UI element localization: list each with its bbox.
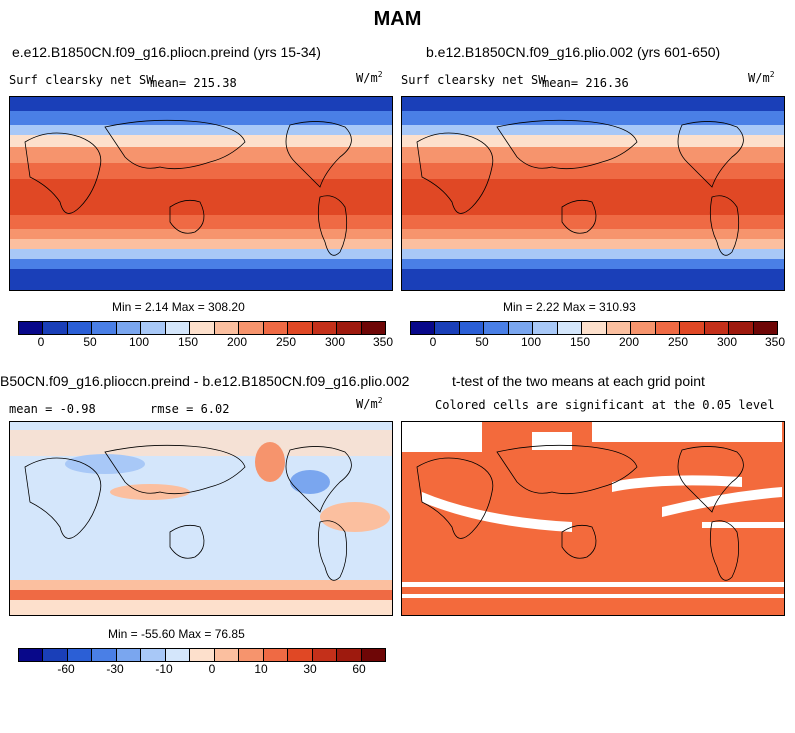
colorbar-swatch bbox=[67, 649, 93, 661]
colorbar-tick-label: 250 bbox=[667, 335, 689, 349]
panel3-title: B50CN.f09_g16.plioccn.preind - b.e12.B18… bbox=[0, 373, 410, 389]
colorbar-swatch bbox=[165, 322, 191, 334]
colorbar-tick-label: 100 bbox=[520, 335, 542, 349]
panel3-minmax: Min = -55.60 Max = 76.85 bbox=[108, 627, 245, 641]
colorbar-swatch bbox=[214, 649, 240, 661]
colorbar-tick-label: 50 bbox=[475, 335, 489, 349]
colorbar-swatch bbox=[704, 322, 730, 334]
colorbar-tick-label: 200 bbox=[618, 335, 640, 349]
colorbar-swatch bbox=[582, 322, 607, 334]
panel1-mean: mean= 215.38 bbox=[150, 76, 237, 90]
colorbar-tick-label: 30 bbox=[303, 662, 317, 676]
colorbar-swatch bbox=[631, 322, 656, 334]
colorbar-swatch bbox=[606, 322, 632, 334]
colorbar-tick-label: 300 bbox=[324, 335, 346, 349]
colorbar-swatch bbox=[753, 322, 778, 334]
panel3-colorbar bbox=[18, 648, 386, 662]
colorbar-tick-label: -60 bbox=[57, 662, 75, 676]
panel4-title: t-test of the two means at each grid poi… bbox=[452, 373, 705, 389]
colorbar-tick-label: -30 bbox=[106, 662, 124, 676]
colorbar-swatch bbox=[288, 649, 313, 661]
colorbar-swatch bbox=[165, 649, 191, 661]
panel4-map bbox=[401, 421, 785, 616]
panel3-rmse: rmse = 6.02 bbox=[150, 402, 230, 416]
colorbar-tick-label: 300 bbox=[716, 335, 738, 349]
colorbar-swatch bbox=[361, 322, 386, 334]
colorbar-swatch bbox=[655, 322, 681, 334]
colorbar-tick-label: 250 bbox=[275, 335, 297, 349]
colorbar-swatch bbox=[337, 322, 362, 334]
figure-title: MAM bbox=[373, 8, 422, 30]
panel2-title: b.e12.B1850CN.f09_g16.plio.002 (yrs 601-… bbox=[426, 44, 721, 60]
colorbar-tick-label: 350 bbox=[372, 335, 394, 349]
panel1-map bbox=[9, 96, 393, 291]
colorbar-tick-label: 350 bbox=[764, 335, 786, 349]
colorbar-swatch bbox=[214, 322, 240, 334]
colorbar-swatch bbox=[190, 322, 215, 334]
panel2-mean: mean= 216.36 bbox=[542, 76, 629, 90]
panel1-colorbar bbox=[18, 321, 386, 335]
panel2-varname: Surf clearsky net SW bbox=[401, 73, 546, 87]
colorbar-tick-label: 150 bbox=[569, 335, 591, 349]
colorbar-swatch bbox=[484, 322, 509, 334]
colorbar-swatch bbox=[43, 649, 68, 661]
colorbar-swatch bbox=[239, 322, 264, 334]
colorbar-swatch bbox=[67, 322, 93, 334]
colorbar-tick-label: 0 bbox=[37, 335, 45, 349]
colorbar-swatch bbox=[19, 322, 44, 334]
colorbar-swatch bbox=[312, 649, 338, 661]
panel2-colorbar bbox=[410, 321, 778, 335]
panel1-title: e.e12.B1850CN.f09_g16.pliocn.preind (yrs… bbox=[12, 44, 321, 60]
colorbar-swatch bbox=[190, 649, 215, 661]
colorbar-tick-label: 0 bbox=[208, 662, 216, 676]
colorbar-swatch bbox=[411, 322, 436, 334]
panel1-units: W/m2 bbox=[356, 70, 383, 85]
colorbar-swatch bbox=[116, 649, 142, 661]
colorbar-tick-label: 50 bbox=[83, 335, 97, 349]
colorbar-swatch bbox=[116, 322, 142, 334]
colorbar-tick-label: 0 bbox=[429, 335, 437, 349]
colorbar-tick-label: -10 bbox=[155, 662, 173, 676]
colorbar-swatch bbox=[92, 322, 117, 334]
colorbar-swatch bbox=[533, 322, 558, 334]
panel2-map bbox=[401, 96, 785, 291]
panel1-varname: Surf clearsky net SW bbox=[9, 73, 154, 87]
colorbar-tick-label: 60 bbox=[352, 662, 366, 676]
colorbar-swatch bbox=[19, 649, 44, 661]
colorbar-swatch bbox=[508, 322, 534, 334]
colorbar-swatch bbox=[263, 649, 289, 661]
colorbar-swatch bbox=[92, 649, 117, 661]
colorbar-swatch bbox=[680, 322, 705, 334]
colorbar-swatch bbox=[141, 649, 166, 661]
colorbar-swatch bbox=[43, 322, 68, 334]
colorbar-tick-label: 100 bbox=[128, 335, 150, 349]
colorbar-swatch bbox=[263, 322, 289, 334]
panel3-map bbox=[9, 421, 393, 616]
colorbar-swatch bbox=[435, 322, 460, 334]
panel3-units: W/m2 bbox=[356, 396, 383, 411]
colorbar-tick-label: 10 bbox=[254, 662, 268, 676]
panel4-subtitle: Colored cells are significant at the 0.0… bbox=[435, 398, 775, 412]
colorbar-swatch bbox=[557, 322, 583, 334]
colorbar-tick-label: 200 bbox=[226, 335, 248, 349]
colorbar-tick-label: 150 bbox=[177, 335, 199, 349]
colorbar-swatch bbox=[459, 322, 485, 334]
colorbar-swatch bbox=[312, 322, 338, 334]
panel2-units: W/m2 bbox=[748, 70, 775, 85]
colorbar-swatch bbox=[141, 322, 166, 334]
colorbar-swatch bbox=[288, 322, 313, 334]
panel1-minmax: Min = 2.14 Max = 308.20 bbox=[112, 300, 245, 314]
colorbar-swatch bbox=[239, 649, 264, 661]
colorbar-swatch bbox=[729, 322, 754, 334]
panel3-mean: mean = -0.98 bbox=[9, 402, 96, 416]
colorbar-swatch bbox=[361, 649, 386, 661]
panel2-minmax: Min = 2.22 Max = 310.93 bbox=[503, 300, 636, 314]
colorbar-swatch bbox=[337, 649, 362, 661]
